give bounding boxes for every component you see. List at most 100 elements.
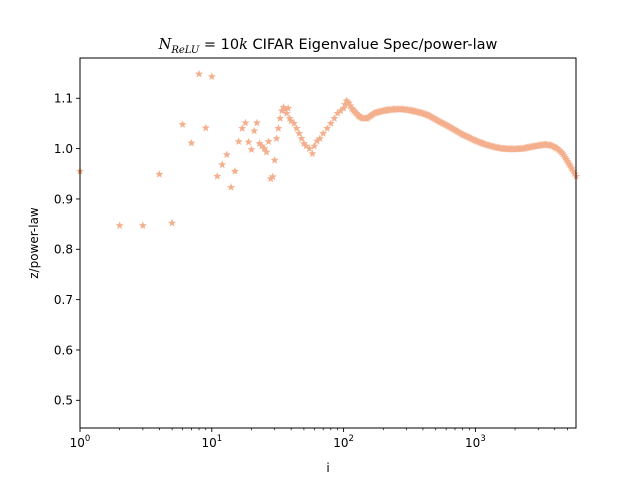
data-point (262, 147, 271, 156)
data-point (270, 155, 279, 164)
data-point (260, 144, 269, 153)
data-point (289, 119, 298, 127)
data-point (276, 114, 285, 122)
data-point-dense (348, 105, 357, 113)
data-point (326, 119, 335, 127)
data-point-dense (378, 106, 387, 115)
title-math-eq: = 10 (199, 37, 239, 53)
data-point (274, 124, 283, 132)
data-point (234, 137, 243, 145)
data-point-dense (557, 148, 566, 156)
data-point (282, 109, 291, 117)
x-axis-label: i (326, 461, 329, 475)
data-point (272, 134, 281, 142)
data-point (222, 150, 231, 159)
data-point (323, 124, 332, 132)
y-tick-label: 0.8 (54, 243, 73, 257)
data-point (292, 124, 301, 132)
data-point (285, 114, 294, 122)
data-point (284, 104, 293, 112)
data-point (241, 118, 250, 127)
data-point-dense (436, 117, 445, 126)
title-math-sub: ReLU (170, 45, 200, 56)
data-point (155, 170, 164, 178)
data-point (187, 138, 196, 147)
data-point-dense (569, 167, 578, 175)
data-point (336, 106, 345, 115)
data-point (168, 218, 177, 227)
data-point (319, 129, 328, 137)
title-math-n: N (158, 37, 173, 53)
data-point-dense (340, 100, 349, 108)
data-point-dense (361, 114, 370, 122)
data-point-dense (449, 125, 458, 133)
data-point-dense (562, 155, 571, 163)
y-axis-ticks: 0.5 0.6 0.7 0.8 0.9 1.0 1.1 (54, 92, 80, 408)
data-point (231, 167, 239, 175)
data-point-dense (352, 109, 361, 117)
axes-frame (79, 57, 577, 429)
data-point (227, 183, 236, 191)
data-point (330, 114, 339, 122)
data-point (201, 123, 210, 132)
data-point-dense (424, 111, 433, 119)
data-point (115, 221, 124, 230)
y-tick-label: 0.9 (54, 192, 73, 206)
data-point (195, 69, 204, 78)
data-point (250, 126, 259, 135)
title-math-k: k (239, 37, 248, 53)
data-point (339, 104, 348, 112)
data-point-dense (457, 129, 466, 138)
y-tick-label: 0.5 (54, 394, 73, 408)
data-point (313, 136, 322, 145)
data-point (207, 72, 216, 81)
data-point (268, 172, 277, 181)
data-point-dense (554, 145, 563, 154)
data-point (302, 141, 311, 150)
data-point (266, 174, 275, 183)
chart-title: NReLU = 10k CIFAR Eigenvalue Spec/power-… (158, 37, 498, 56)
data-point (247, 145, 256, 154)
data-point-dense (343, 97, 352, 106)
data-point (287, 116, 296, 125)
data-point (255, 139, 264, 147)
data-point (178, 120, 187, 128)
data-point (252, 118, 261, 127)
data-point-dense (372, 108, 381, 117)
data-point (297, 134, 306, 142)
data-point (315, 134, 324, 142)
scatter-points (76, 69, 580, 230)
y-tick-label: 1.1 (54, 92, 73, 106)
data-point-dense (470, 135, 479, 144)
data-point-dense (566, 162, 575, 171)
data-point (218, 160, 227, 169)
data-point (295, 129, 304, 137)
data-point (277, 106, 286, 115)
data-point-dense (368, 110, 377, 118)
data-point-dense (561, 153, 570, 161)
x-tick-label: 101 (201, 434, 222, 450)
data-point (333, 109, 342, 117)
data-point (257, 141, 266, 150)
data-point (264, 137, 273, 145)
x-tick-label: 102 (333, 434, 354, 450)
y-tick-label: 1.0 (54, 142, 73, 156)
data-point-dense (353, 110, 362, 119)
data-point (308, 149, 317, 158)
data-point (138, 221, 147, 230)
x-tick-label: 103 (465, 434, 486, 450)
data-point (305, 144, 314, 153)
data-point (213, 172, 222, 180)
data-point-dense (346, 101, 355, 110)
data-point-dense (565, 160, 574, 169)
data-point (342, 96, 351, 105)
data-point-dense (351, 107, 360, 116)
x-axis-ticks: 100 101 102 103 (70, 428, 568, 450)
data-point (310, 141, 319, 150)
data-point-dense (524, 143, 533, 151)
data-point (279, 103, 288, 111)
data-point-dense (559, 151, 568, 159)
data-point-dense (464, 132, 473, 141)
